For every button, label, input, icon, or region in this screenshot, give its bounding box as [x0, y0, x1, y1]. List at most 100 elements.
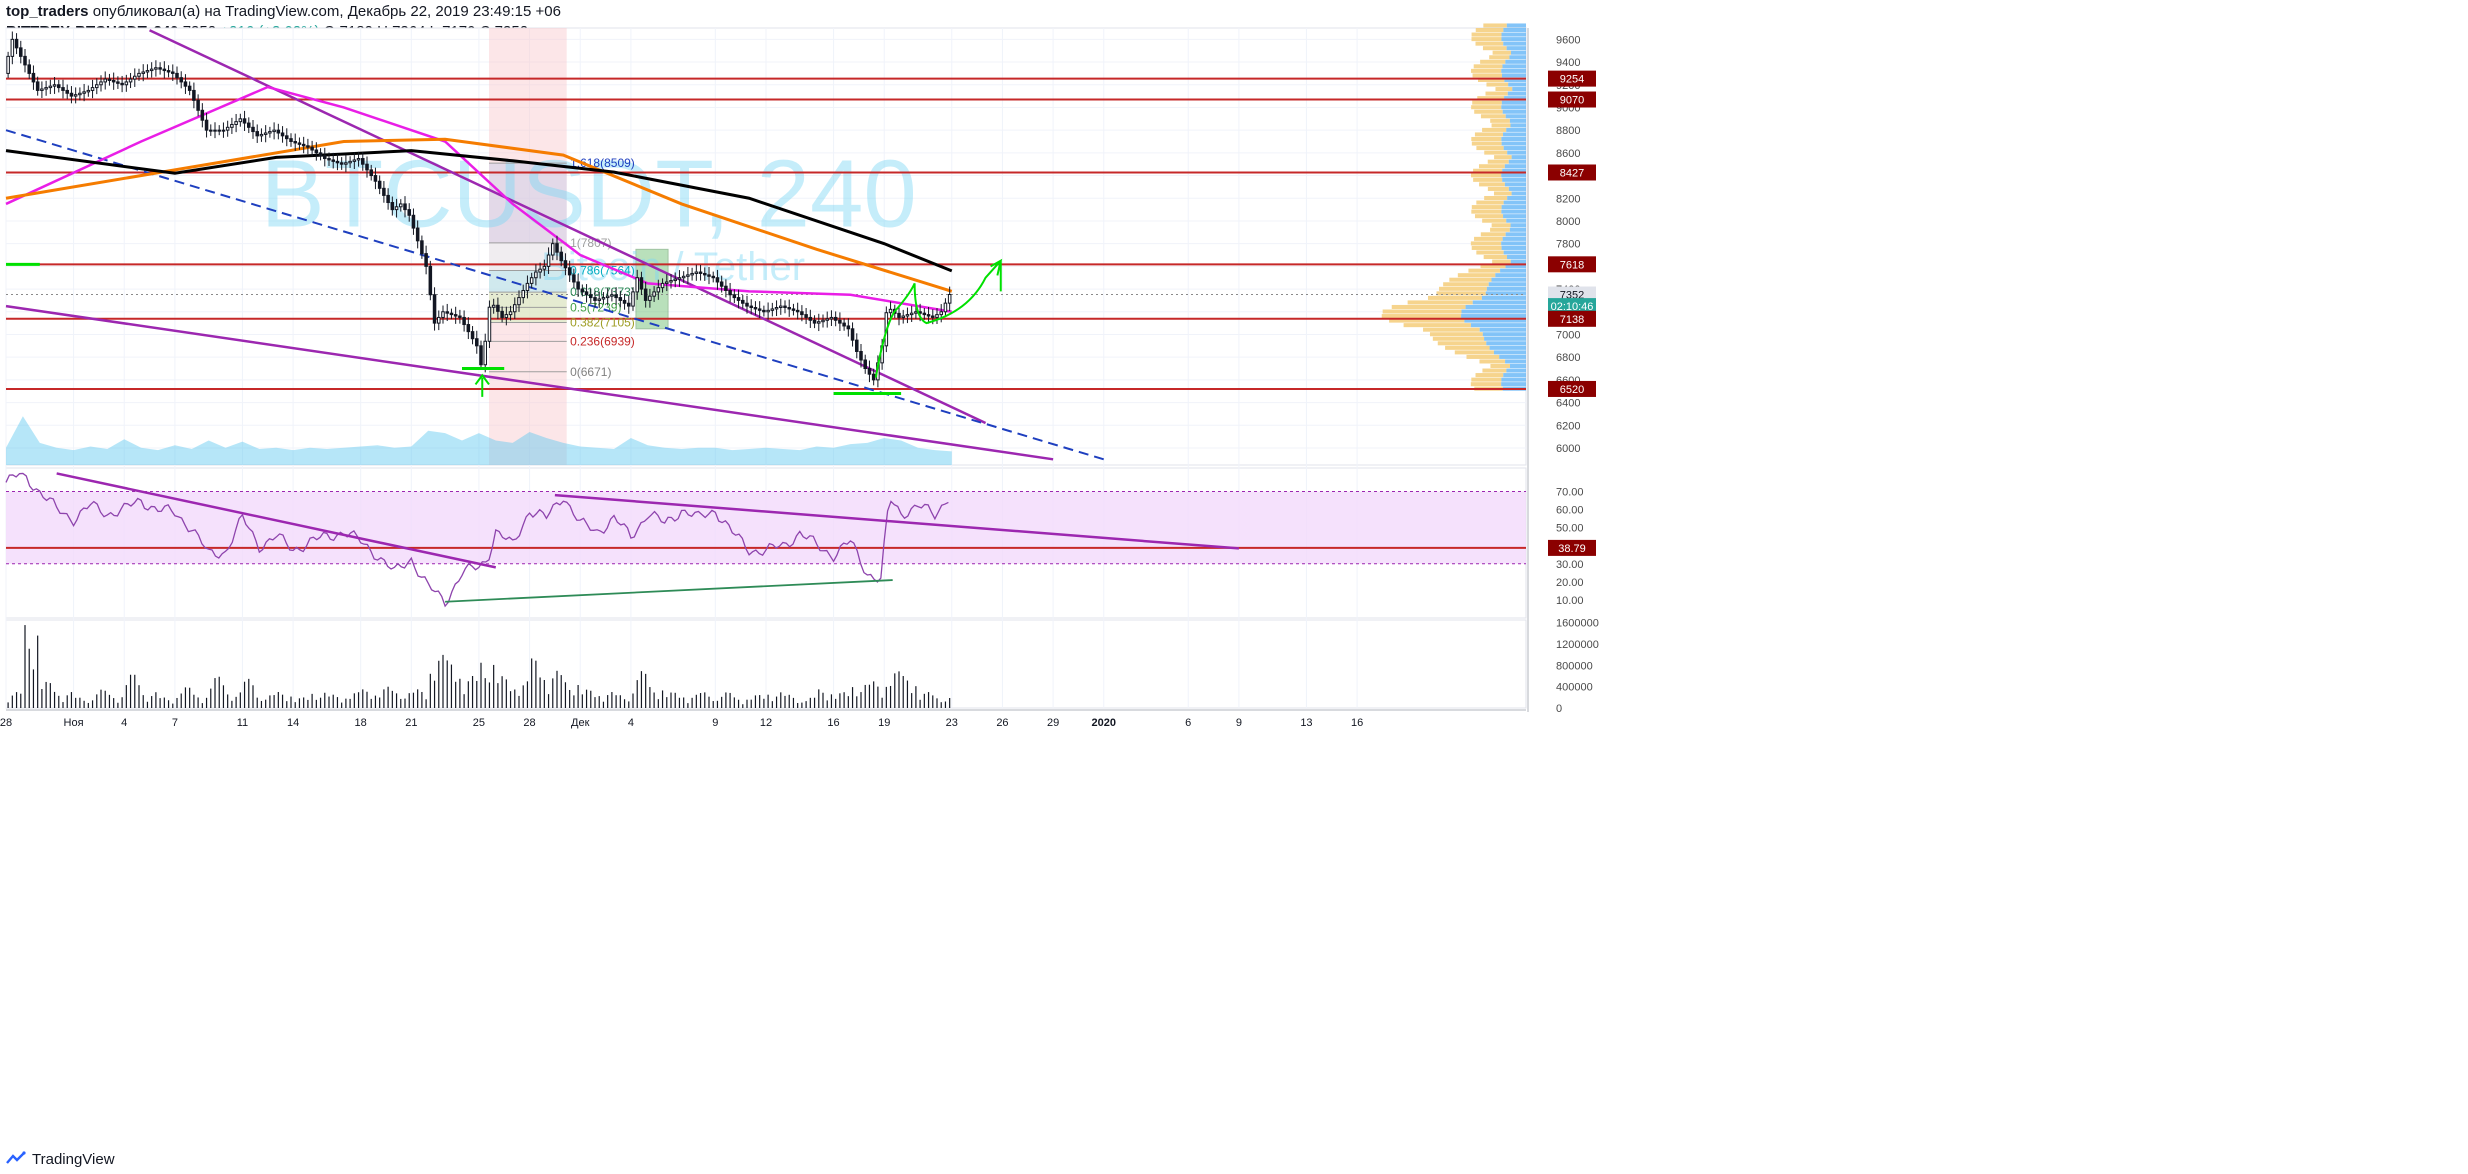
candle-body: [681, 275, 686, 279]
candle-body: [580, 288, 585, 293]
rsi-tick-label: 20.00: [1556, 577, 1584, 589]
volume-tick-label: 400000: [1556, 682, 1593, 694]
volume-profile-bar: [1503, 41, 1526, 46]
candle-body: [183, 81, 188, 87]
price-tick-label: 8200: [1556, 193, 1580, 205]
candle-body: [842, 322, 846, 327]
author-name[interactable]: top_traders: [6, 3, 89, 20]
candle-body: [597, 298, 601, 301]
candle-body: [639, 277, 644, 290]
fib-label: 1(7807): [570, 236, 611, 250]
candle-body: [572, 274, 576, 283]
volume-profile-bar: [1495, 87, 1513, 92]
price-label-box: [1548, 70, 1596, 87]
price-tick-label: 8000: [1556, 216, 1580, 228]
time-axis-label: 11: [237, 717, 248, 729]
rsi-support-line: [445, 579, 893, 603]
candle-body: [926, 314, 931, 317]
candle-body: [753, 307, 758, 310]
fib-label: 0.382(7105): [570, 316, 635, 330]
candle-body: [905, 314, 910, 317]
rsi-tick-label: 10.00: [1556, 595, 1584, 607]
volume-profile-bar: [1499, 354, 1526, 359]
candle-body: [867, 368, 872, 375]
candle-body: [95, 84, 99, 89]
candle-body: [508, 311, 513, 316]
volume-area: [6, 416, 952, 465]
downtrend-line-upper: [149, 29, 987, 425]
time-axis-label: 16: [1351, 717, 1363, 729]
volume-profile-bar: [1482, 368, 1507, 373]
volume-profile-bar: [1474, 132, 1504, 137]
fib-label: 0.236(6939): [570, 334, 635, 348]
candle-body: [483, 340, 487, 366]
volume-profile-bar: [1501, 377, 1526, 382]
candle-body: [158, 67, 162, 70]
candle-body: [719, 281, 724, 287]
candle-body: [458, 315, 462, 318]
candle-body: [369, 169, 373, 177]
candle-body: [779, 305, 783, 309]
candle-body: [521, 289, 525, 299]
rsi-band: [6, 491, 1526, 564]
candle-body: [766, 309, 770, 313]
volume-profile-bar: [1489, 345, 1526, 350]
candle-body: [99, 81, 103, 86]
fib-zone-1618: [489, 163, 567, 243]
candle-body: [69, 92, 74, 97]
candle-body: [732, 294, 737, 299]
volume-profile-bar: [1501, 173, 1526, 178]
candle-body: [800, 311, 804, 316]
volume-profile-bar: [1480, 264, 1506, 269]
candle-body: [57, 84, 61, 89]
volume-profile-bar: [1505, 359, 1526, 364]
volume-profile-bar: [1474, 236, 1503, 241]
time-axis-label: Ноя: [64, 717, 84, 729]
volume-profile-bar: [1461, 309, 1526, 314]
time-axis-label: 7: [172, 717, 178, 729]
fib-label: 0.786(7564): [570, 263, 635, 277]
price-label-box: [1548, 380, 1596, 397]
candle-body: [589, 294, 593, 299]
candle-body: [690, 272, 694, 276]
price-label: 9254: [1560, 74, 1584, 86]
volume-profile-bar: [1477, 96, 1505, 101]
volume-profile-bar: [1501, 141, 1526, 146]
candle-body: [111, 79, 116, 83]
volume-profile-bar: [1507, 150, 1526, 155]
volume-profile-bar: [1493, 350, 1526, 355]
candle-body: [23, 55, 27, 66]
candle-body: [445, 311, 449, 314]
candle-body: [610, 294, 614, 297]
volume-profile-bar: [1407, 300, 1473, 305]
candle-body: [61, 87, 65, 91]
volume-profile-bar: [1493, 191, 1512, 196]
volume-profile-bar: [1507, 195, 1526, 201]
candle-body: [251, 126, 255, 133]
candle-body: [344, 162, 348, 165]
candle-body: [377, 180, 382, 189]
volume-profile-bar: [1472, 100, 1502, 105]
candle-body: [200, 109, 205, 121]
volume-profile-bar: [1479, 359, 1506, 364]
candle-body: [673, 278, 677, 282]
volume-profile-bar: [1501, 245, 1526, 250]
candle-body: [449, 312, 454, 316]
volume-profile-bar: [1490, 363, 1510, 369]
price-tick-label: 8600: [1556, 148, 1580, 160]
candle-body: [289, 138, 293, 143]
footer-brand[interactable]: TradingView: [32, 1150, 115, 1168]
rsi-trendline-2: [554, 493, 1239, 550]
volume-profile-bar: [1486, 341, 1526, 346]
candle-body: [187, 85, 192, 91]
candle-body: [323, 155, 327, 160]
volume-profile-bar: [1506, 368, 1526, 373]
rsi-trendline-1: [56, 472, 497, 569]
ma-black: [5, 149, 953, 273]
price-tick-label: 6800: [1556, 352, 1580, 364]
volume-profile-bar: [1473, 64, 1503, 69]
candle-body: [888, 308, 893, 314]
candle-body: [563, 260, 568, 269]
volume-profile-bar: [1473, 168, 1503, 173]
